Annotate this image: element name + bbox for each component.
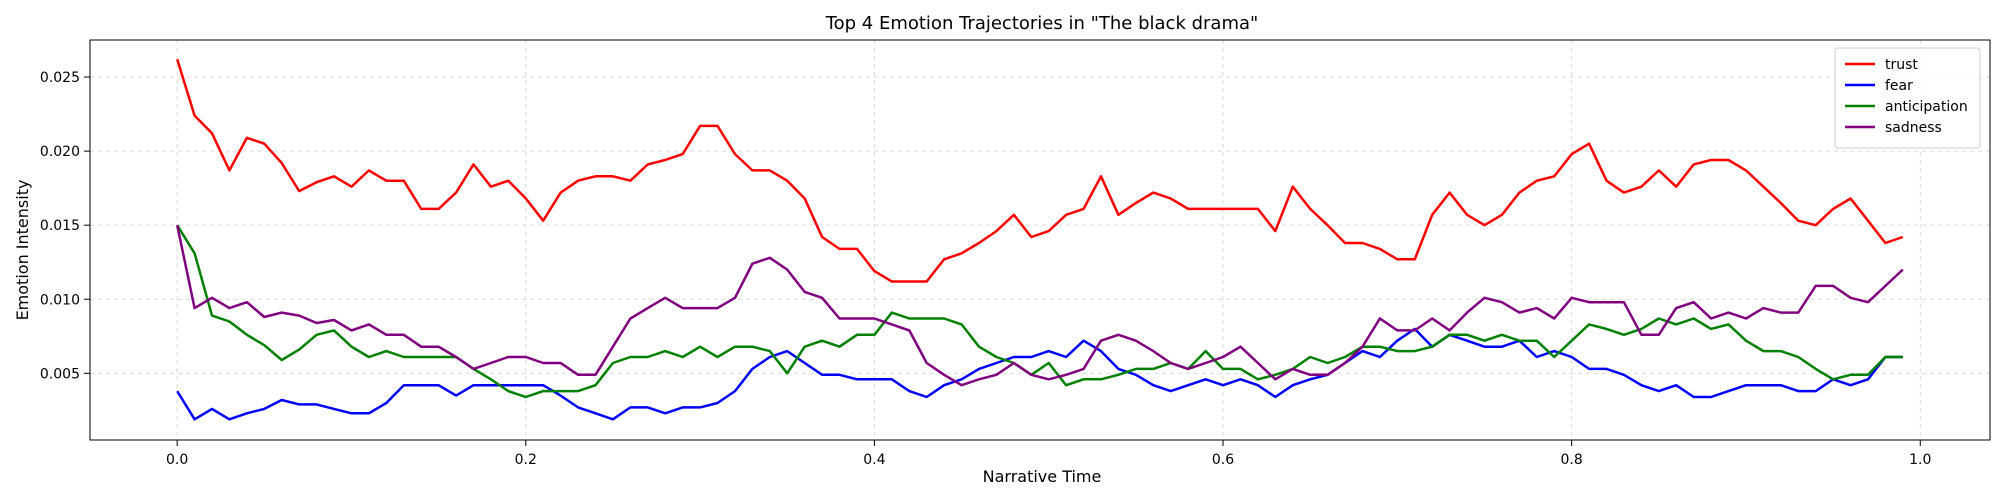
y-tick-label: 0.010 xyxy=(40,292,80,308)
y-tick-label: 0.005 xyxy=(40,366,80,382)
y-axis-ticks: 0.005 0.010 0.015 0.020 0.025 xyxy=(40,70,90,382)
series-lines xyxy=(175,58,1904,421)
legend-label-fear: fear xyxy=(1885,78,1913,94)
legend-label-sadness: sadness xyxy=(1885,120,1942,136)
legend: trust fear anticipation sadness xyxy=(1834,47,1981,149)
series-line-sadness xyxy=(175,224,1904,387)
chart-title: Top 4 Emotion Trajectories in "The black… xyxy=(825,13,1259,34)
y-tick-label: 0.020 xyxy=(40,144,80,160)
legend-label-trust: trust xyxy=(1885,57,1918,73)
legend-box xyxy=(1834,47,1981,149)
series-line-fear xyxy=(176,327,1903,421)
x-tick-label: 0.6 xyxy=(1212,452,1234,468)
y-tick-label: 0.015 xyxy=(40,218,80,234)
x-tick-label: 1.0 xyxy=(1909,452,1931,468)
x-tick-label: 0.0 xyxy=(166,452,188,468)
series-line-trust xyxy=(176,58,1904,283)
x-tick-label: 0.8 xyxy=(1561,452,1583,468)
x-axis-label: Narrative Time xyxy=(983,467,1102,486)
plot-frame xyxy=(89,39,1991,441)
y-tick-label: 0.025 xyxy=(40,70,80,86)
legend-label-anticipation: anticipation xyxy=(1885,99,1968,115)
x-tick-label: 0.4 xyxy=(863,452,885,468)
x-tick-label: 0.2 xyxy=(515,452,537,468)
y-axis-label: Emotion Intensity xyxy=(13,180,32,321)
x-axis-ticks: 0.0 0.2 0.4 0.6 0.8 1.0 xyxy=(166,440,1931,468)
